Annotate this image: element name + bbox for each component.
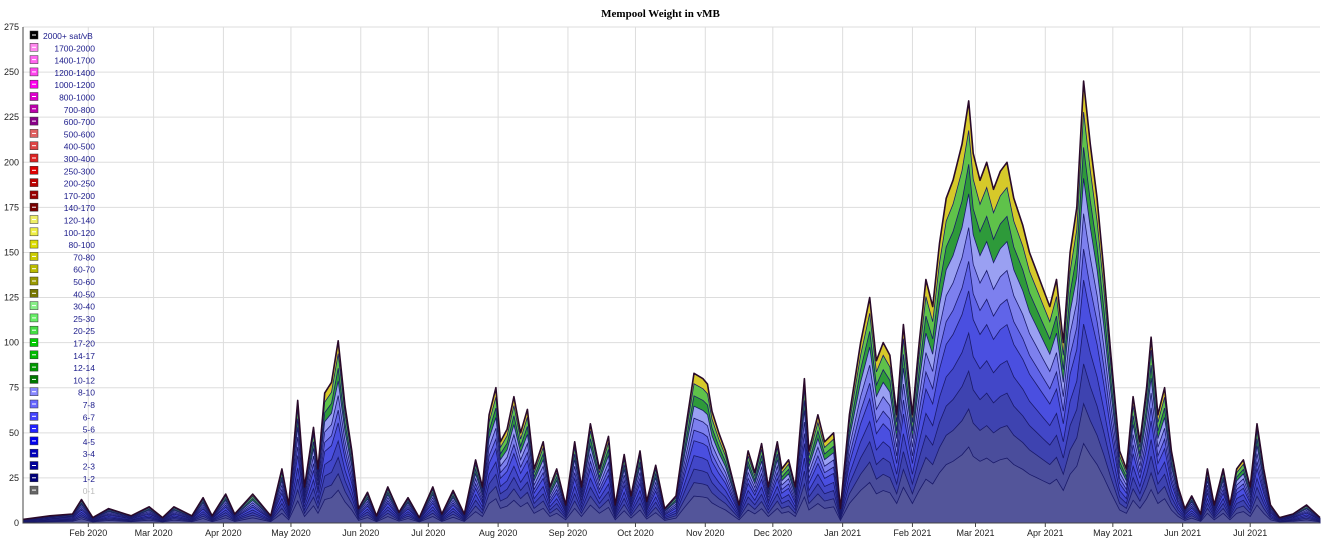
legend-label: 10-12 [73, 375, 95, 385]
x-tick-label: Jul 2021 [1233, 528, 1267, 538]
y-tick-label: 200 [4, 157, 19, 167]
x-tick-label: Mar 2020 [135, 528, 173, 538]
x-tick-label: Oct 2020 [617, 528, 654, 538]
legend-label: 6-7 [83, 412, 96, 422]
x-tick-label: Jun 2020 [342, 528, 379, 538]
x-tick-label: Apr 2020 [205, 528, 242, 538]
legend-label: 100-120 [64, 228, 95, 238]
x-tick-label: Feb 2021 [893, 528, 931, 538]
y-tick-label: 175 [4, 202, 19, 212]
legend-label: 70-80 [73, 252, 95, 262]
legend-label: 20-25 [73, 326, 95, 336]
legend-label: 140-170 [64, 203, 95, 213]
grid-lines [23, 26, 1320, 524]
area-1-2 [22, 442, 1321, 524]
x-tick-labels: Feb 2020 Mar 2020 Apr 2020 May 2020 Jun 2020… [69, 528, 1267, 538]
chart-title: Mempool Weight in vMB [601, 8, 720, 20]
x-tick-label: Mar 2021 [956, 528, 994, 538]
legend-label: 600-700 [64, 117, 95, 127]
y-tick-label: 0 [14, 518, 19, 528]
legend-label: 170-200 [64, 191, 95, 201]
legend-label: 5-6 [83, 425, 96, 435]
legend-label: 2000+ sat/vB [43, 31, 93, 41]
y-tick-label: 275 [4, 22, 19, 32]
y-tick-label: 225 [4, 112, 19, 122]
x-tick-label: May 2021 [1093, 528, 1133, 538]
legend-label: 14-17 [73, 351, 95, 361]
x-tick-label: Jan 2021 [824, 528, 861, 538]
axes [22, 27, 1320, 527]
legend-label: 30-40 [73, 302, 95, 312]
legend-label: 50-60 [73, 277, 95, 287]
legend-label: 7-8 [83, 400, 96, 410]
area-layers [22, 80, 1321, 524]
legend-label: 200-250 [64, 179, 95, 189]
x-tick-label: Apr 2021 [1027, 528, 1064, 538]
y-tick-label: 150 [4, 247, 19, 257]
legend-label: 17-20 [73, 339, 95, 349]
y-tick-label: 100 [4, 338, 19, 348]
legend-label: 1400-1700 [54, 56, 95, 66]
area-high-fee [23, 81, 1320, 523]
y-tick-labels: 0 25 50 75 100 125 150 175 200 225 250 275 [4, 22, 19, 528]
legend-label: 800-1000 [59, 93, 95, 103]
legend-label: 0-1 [83, 486, 96, 496]
y-tick-label: 75 [9, 383, 19, 393]
x-tick-label: Nov 2020 [686, 528, 725, 538]
y-tick-label: 250 [4, 67, 19, 77]
legend-label: 40-50 [73, 289, 95, 299]
legend: 2000+ sat/vB 1700-2000 1400-1700 1200-1400 1… [29, 30, 96, 496]
legend-label: 4-5 [83, 437, 96, 447]
legend-label: 2-3 [83, 462, 96, 472]
legend-label: 1200-1400 [54, 68, 95, 78]
area-mid-fee [22, 111, 1321, 524]
legend-label: 8-10 [78, 388, 95, 398]
x-tick-label: Dec 2020 [754, 528, 793, 538]
legend-label: 300-400 [64, 154, 95, 164]
x-tick-label: Jun 2021 [1164, 528, 1201, 538]
legend-label: 120-140 [64, 216, 95, 226]
legend-label: 12-14 [73, 363, 95, 373]
x-tick-label: May 2020 [271, 528, 311, 538]
legend-label: 25-30 [73, 314, 95, 324]
y-tick-label: 50 [9, 428, 19, 438]
legend-label: 700-800 [64, 105, 95, 115]
legend-label: 1700-2000 [54, 43, 95, 53]
x-tick-label: Jul 2020 [411, 528, 445, 538]
legend-label: 80-100 [69, 240, 96, 250]
legend-label: 60-70 [73, 265, 95, 275]
legend-label: 1-2 [83, 474, 96, 484]
legend-label: 1000-1200 [54, 80, 95, 90]
x-tick-label: Sep 2020 [549, 528, 588, 538]
x-tick-label: Aug 2020 [479, 528, 518, 538]
x-tick-label: Feb 2020 [69, 528, 107, 538]
y-tick-label: 25 [9, 473, 19, 483]
legend-label: 250-300 [64, 166, 95, 176]
total-outline [22, 80, 1321, 521]
legend-label: 400-500 [64, 142, 95, 152]
legend-label: 500-600 [64, 129, 95, 139]
y-tick-label: 125 [4, 293, 19, 303]
legend-label: 3-4 [83, 449, 96, 459]
